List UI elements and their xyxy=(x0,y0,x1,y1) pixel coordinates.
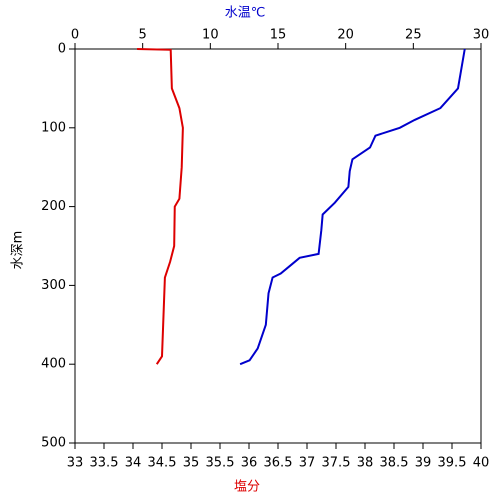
profile-line xyxy=(137,48,184,365)
y-tick-label: 0 xyxy=(58,42,66,57)
x-tick-label: 37 xyxy=(299,456,316,471)
x-tick-label: 34 xyxy=(125,456,142,471)
y-tick-label: 200 xyxy=(41,199,66,214)
plot-frame xyxy=(74,48,482,444)
x-tick-label: 33.5 xyxy=(90,456,119,471)
x-tick-label: 38 xyxy=(357,456,374,471)
y-axis-label: 水深m xyxy=(11,231,26,270)
x-tick-label: 38.5 xyxy=(380,456,409,471)
x-tick-label: 35 xyxy=(183,456,200,471)
x-tick-label: 36.5 xyxy=(264,456,293,471)
x-tick-label: 33 xyxy=(67,456,84,471)
x2-tick-label: 30 xyxy=(473,28,490,43)
x-tick-label: 37.5 xyxy=(322,456,351,471)
x2-tick-label: 5 xyxy=(139,28,147,43)
x-axis-label: 塩分 xyxy=(234,480,260,495)
x2-tick-label: 20 xyxy=(337,28,354,43)
y-tick-label: 500 xyxy=(41,436,66,451)
x-tick-label: 36 xyxy=(241,456,258,471)
x2-tick-label: 10 xyxy=(202,28,219,43)
y-tick-label: 300 xyxy=(41,278,66,293)
x-tick-label: 39.5 xyxy=(438,456,467,471)
x-tick-label: 34.5 xyxy=(148,456,177,471)
x-tick-label: 40 xyxy=(473,456,490,471)
x2-tick-label: 0 xyxy=(71,28,79,43)
x-tick-label: 39 xyxy=(415,456,432,471)
x2-axis-label: 水温℃ xyxy=(225,6,266,21)
x2-tick-label: 15 xyxy=(270,28,287,43)
x2-tick-label: 25 xyxy=(405,28,422,43)
x-tick-label: 35.5 xyxy=(206,456,235,471)
y-tick-label: 100 xyxy=(41,120,66,135)
profile-line xyxy=(239,48,466,366)
y-tick-label: 400 xyxy=(41,357,66,372)
